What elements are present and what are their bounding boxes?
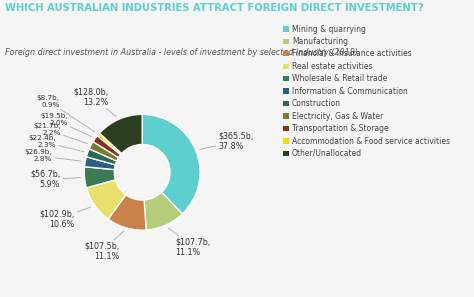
Wedge shape (86, 180, 126, 219)
Wedge shape (89, 142, 118, 161)
Wedge shape (144, 192, 182, 230)
Text: $26.9b,
2.8%: $26.9b, 2.8% (25, 149, 82, 162)
Wedge shape (86, 149, 117, 165)
Wedge shape (108, 195, 146, 230)
Wedge shape (93, 136, 121, 158)
Legend: Mining & quarrying, Manufacturing, Financial & Insurance activities, Real estate: Mining & quarrying, Manufacturing, Finan… (283, 25, 450, 158)
Text: $107.7b,
11.1%: $107.7b, 11.1% (168, 228, 211, 257)
Text: $128.0b,
13.2%: $128.0b, 13.2% (74, 87, 116, 116)
Text: $365.5b,
37.8%: $365.5b, 37.8% (200, 132, 254, 151)
Text: $56.7b,
5.9%: $56.7b, 5.9% (30, 170, 81, 189)
Wedge shape (84, 157, 115, 170)
Text: Foreign direct investment in Australia - levels of investment by selected indust: Foreign direct investment in Australia -… (5, 48, 358, 56)
Text: $102.9b,
10.6%: $102.9b, 10.6% (39, 207, 91, 229)
Text: $22.4b,
2.3%: $22.4b, 2.3% (28, 135, 84, 152)
Wedge shape (97, 133, 122, 155)
Wedge shape (84, 167, 116, 188)
Text: $19.5b,
2.0%: $19.5b, 2.0% (40, 113, 91, 137)
Text: WHICH AUSTRALIAN INDUSTRIES ATTRACT FOREIGN DIRECT INVESTMENT?: WHICH AUSTRALIAN INDUSTRIES ATTRACT FORE… (5, 3, 423, 13)
Text: $107.5b,
11.1%: $107.5b, 11.1% (84, 231, 124, 261)
Text: $8.7b,
0.9%: $8.7b, 0.9% (36, 95, 95, 132)
Text: $21.7b,
2.2%: $21.7b, 2.2% (34, 123, 87, 144)
Wedge shape (142, 114, 200, 214)
Wedge shape (100, 114, 142, 154)
